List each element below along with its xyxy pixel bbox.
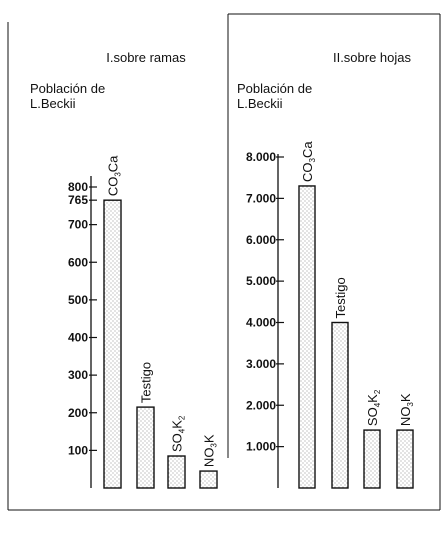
y-tick-label: 6.000 bbox=[246, 233, 276, 247]
y-label-line-1: Población de bbox=[237, 81, 312, 96]
y-tick-label: 400 bbox=[68, 331, 88, 345]
y-label-line-2: L.Beckii bbox=[30, 96, 76, 111]
panel-title: II.sobre hojas bbox=[333, 50, 412, 65]
y-tick-label: 3.000 bbox=[246, 357, 276, 371]
y-tick-label: 765 bbox=[68, 193, 88, 207]
bar bbox=[331, 321, 349, 489]
y-tick-label: 800 bbox=[68, 180, 88, 194]
category-label: Testigo bbox=[333, 277, 348, 318]
bar bbox=[136, 406, 155, 489]
category-label: SO4K2 bbox=[170, 415, 187, 452]
y-tick-label: 300 bbox=[68, 368, 88, 382]
bar bbox=[103, 199, 122, 489]
bar bbox=[167, 455, 186, 489]
category-label: SO4K2 bbox=[365, 389, 382, 426]
y-tick-label: 4.000 bbox=[246, 316, 276, 330]
y-tick-label: 7.000 bbox=[246, 191, 276, 205]
y-tick-label: 500 bbox=[68, 293, 88, 307]
category-label: CO3Ca bbox=[300, 141, 317, 182]
panel-title: I.sobre ramas bbox=[106, 50, 186, 65]
y-label-line-1: Población de bbox=[30, 81, 105, 96]
y-tick-label: 100 bbox=[68, 443, 88, 457]
y-tick-label: 600 bbox=[68, 255, 88, 269]
category-label: NO3K bbox=[398, 393, 415, 426]
y-tick-label: 200 bbox=[68, 406, 88, 420]
y-tick-label: 700 bbox=[68, 218, 88, 232]
y-tick-label: 5.000 bbox=[246, 274, 276, 288]
panel-sobre-hojas: II.sobre hojas Población de L.Beckii 8.0… bbox=[237, 50, 415, 489]
bar bbox=[363, 429, 381, 489]
y-tick-label: 8.000 bbox=[246, 150, 276, 164]
bar bbox=[396, 429, 414, 489]
category-label: Testigo bbox=[139, 362, 154, 403]
bar bbox=[298, 185, 316, 489]
panel-sobre-ramas: I.sobre ramas Población de L.Beckii 8007… bbox=[30, 50, 219, 489]
category-label: CO3Ca bbox=[106, 155, 123, 196]
y-tick-label: 2.000 bbox=[246, 398, 276, 412]
y-tick-label: 1.000 bbox=[246, 440, 276, 454]
y-label-line-2: L.Beckii bbox=[237, 96, 283, 111]
bar bbox=[199, 470, 218, 489]
category-label: NO3K bbox=[202, 434, 219, 467]
